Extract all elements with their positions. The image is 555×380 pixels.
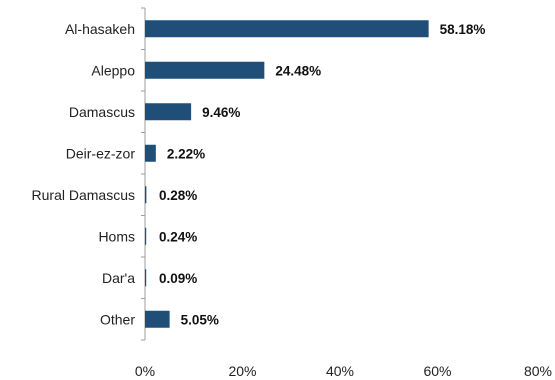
data-label: 0.24% bbox=[159, 229, 197, 244]
data-label: 24.48% bbox=[275, 63, 321, 78]
category-label: Dar'a bbox=[102, 270, 135, 286]
x-tick-label: 40% bbox=[326, 363, 354, 379]
bar-rural-damascus bbox=[145, 186, 147, 204]
category-label: Aleppo bbox=[91, 62, 135, 78]
bar-deir-ez-zor bbox=[145, 144, 156, 162]
data-labels: 58.18% 24.48% 9.46% 2.22% 0.28% 0.24% 0.09% 5.0… bbox=[159, 22, 485, 328]
axes bbox=[141, 7, 146, 341]
data-label: 58.18% bbox=[440, 22, 486, 37]
category-label: Rural Damascus bbox=[32, 187, 135, 203]
bars bbox=[145, 20, 429, 328]
data-label: 9.46% bbox=[202, 105, 240, 120]
bar-dar-a bbox=[145, 269, 147, 287]
category-label: Other bbox=[100, 311, 135, 327]
x-tick-label: 80% bbox=[524, 363, 552, 379]
data-label: 2.22% bbox=[167, 146, 205, 161]
data-label: 0.09% bbox=[159, 271, 197, 286]
category-labels: Al-hasakeh Aleppo Damascus Deir-ez-zor Rural… bbox=[32, 21, 136, 328]
bar-damascus bbox=[145, 103, 192, 121]
x-tick-label: 60% bbox=[423, 363, 451, 379]
x-tick-labels: 0% 20% 40% 60% 80% bbox=[135, 363, 552, 379]
bar-homs bbox=[145, 227, 147, 245]
category-label: Deir-ez-zor bbox=[66, 145, 136, 161]
data-label: 0.28% bbox=[159, 188, 197, 203]
bar-aleppo bbox=[145, 61, 265, 79]
x-tick-label: 0% bbox=[135, 363, 155, 379]
x-tick-label: 20% bbox=[228, 363, 256, 379]
category-label: Homs bbox=[98, 228, 135, 244]
data-label: 5.05% bbox=[181, 312, 219, 327]
category-label: Al-hasakeh bbox=[65, 21, 135, 37]
bar-other bbox=[145, 310, 170, 328]
bar-al-hasakeh bbox=[145, 20, 429, 38]
category-label: Damascus bbox=[69, 104, 135, 120]
